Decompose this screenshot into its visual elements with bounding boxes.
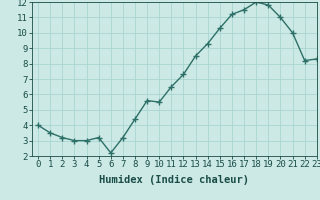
- X-axis label: Humidex (Indice chaleur): Humidex (Indice chaleur): [100, 175, 249, 185]
